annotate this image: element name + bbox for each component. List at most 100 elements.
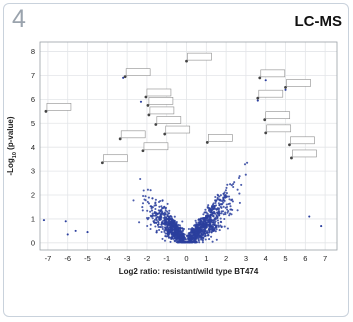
- data-point: [162, 219, 165, 222]
- data-point: [238, 175, 241, 178]
- data-point: [164, 212, 167, 215]
- data-point: [205, 231, 208, 234]
- data-point: [212, 221, 215, 224]
- callout-box: [187, 52, 212, 61]
- data-point: [190, 231, 193, 235]
- data-point: [204, 230, 207, 233]
- callout-box: [290, 136, 315, 145]
- data-point: [161, 210, 164, 213]
- panel-number: 4: [12, 5, 26, 33]
- data-point: [223, 191, 226, 194]
- data-point: [222, 205, 225, 208]
- data-point: [237, 176, 241, 180]
- data-point: [187, 227, 190, 231]
- data-point: [230, 213, 233, 216]
- data-point: [167, 217, 170, 220]
- x-tick-label: 5: [283, 254, 287, 263]
- data-point: [223, 225, 226, 228]
- data-point: [231, 198, 234, 201]
- plot-area: [40, 42, 337, 250]
- data-point: [162, 207, 165, 210]
- data-point: [214, 204, 218, 207]
- data-point: [173, 215, 176, 218]
- gene-callout: [154, 116, 182, 126]
- data-point: [190, 241, 193, 244]
- data-point: [222, 201, 225, 204]
- data-point: [212, 215, 215, 218]
- callout-box: [120, 130, 146, 139]
- data-point: [175, 225, 178, 228]
- data-point: [157, 225, 160, 228]
- data-point: [153, 221, 156, 224]
- data-point: [244, 173, 247, 176]
- data-point: [217, 194, 220, 197]
- y-tick-label: 7: [31, 71, 35, 80]
- data-point: [175, 230, 178, 233]
- data-point: [199, 235, 202, 238]
- data-point: [208, 238, 211, 241]
- data-point: [236, 188, 239, 191]
- data-point: [166, 210, 169, 213]
- data-point: [193, 224, 196, 227]
- data-point: [194, 219, 197, 222]
- data-point: [224, 213, 227, 216]
- data-point: [182, 229, 185, 232]
- data-point: [156, 215, 159, 218]
- data-point: [204, 229, 207, 232]
- data-point: [166, 202, 169, 205]
- data-point: [163, 230, 166, 233]
- data-point: [308, 215, 311, 218]
- gene-callout: [256, 89, 284, 100]
- data-point: [141, 202, 145, 205]
- data-point: [157, 223, 160, 226]
- gene-callout: [146, 97, 174, 107]
- data-point: [151, 212, 154, 215]
- data-point: [166, 235, 169, 238]
- data-point: [207, 209, 211, 212]
- data-point: [213, 221, 217, 224]
- callout-point: [154, 123, 158, 126]
- data-point: [146, 188, 149, 191]
- callout-box: [148, 97, 174, 105]
- data-point: [201, 236, 204, 239]
- data-point: [200, 232, 203, 235]
- data-point: [232, 182, 235, 186]
- callout-box: [143, 142, 169, 151]
- callout-point: [290, 156, 293, 160]
- data-point: [204, 238, 207, 241]
- data-point: [215, 228, 218, 231]
- data-point: [197, 223, 200, 226]
- data-point: [168, 229, 171, 232]
- gene-callout: [163, 125, 191, 136]
- data-point: [198, 241, 201, 244]
- x-tick-label: -5: [84, 254, 91, 263]
- gene-callout: [141, 142, 169, 153]
- data-point: [201, 241, 204, 244]
- data-point: [189, 236, 192, 239]
- data-point: [180, 230, 183, 233]
- callout-point: [147, 113, 151, 117]
- data-point: [218, 210, 221, 213]
- gene-callout: [264, 124, 292, 135]
- data-point: [222, 196, 225, 199]
- data-point: [224, 189, 227, 192]
- data-point: [236, 209, 239, 212]
- data-point: [284, 88, 287, 91]
- data-point: [173, 231, 176, 234]
- data-point: [225, 186, 228, 189]
- data-point: [206, 212, 209, 215]
- data-point: [160, 223, 163, 226]
- callout-box: [156, 116, 182, 124]
- gene-callout: [205, 134, 233, 144]
- data-point: [162, 222, 165, 225]
- data-point: [173, 221, 176, 224]
- data-point: [226, 211, 229, 214]
- data-point: [208, 229, 211, 232]
- data-point: [201, 239, 204, 242]
- data-point: [264, 79, 267, 82]
- data-point: [201, 217, 204, 220]
- data-point: [197, 226, 201, 229]
- data-point: [218, 204, 221, 207]
- data-point: [177, 239, 180, 242]
- gene-callout: [147, 106, 175, 117]
